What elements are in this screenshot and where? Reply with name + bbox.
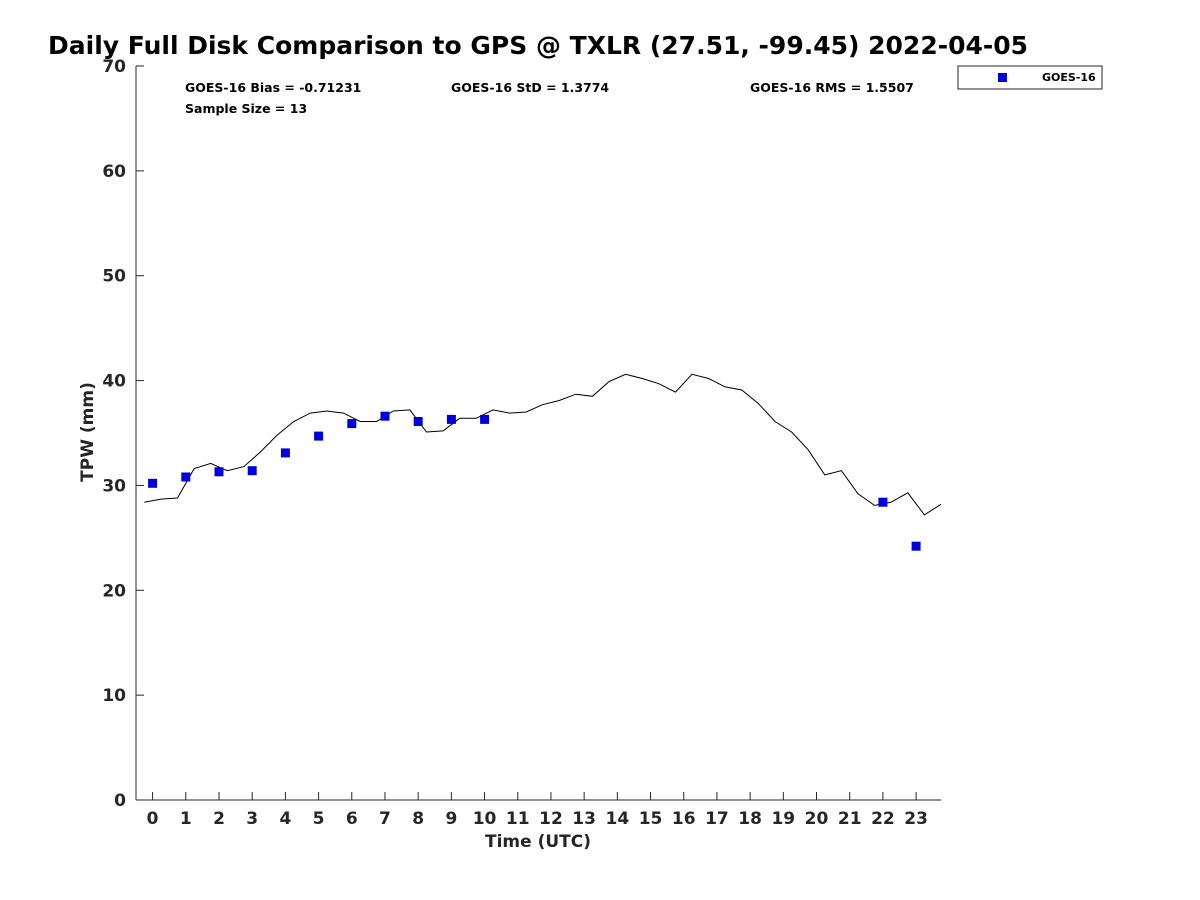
x-axis-label: Time (UTC) [485, 832, 591, 852]
legend-label-goes16: GOES-16 [1042, 71, 1096, 84]
goes16-point [214, 467, 224, 477]
x-tick-label: 17 [705, 809, 729, 829]
goes16-point [181, 472, 191, 482]
gps-series [144, 373, 942, 516]
x-tick-label: 18 [738, 809, 762, 829]
x-tick-label: 0 [147, 809, 159, 829]
y-tick-label: 0 [114, 791, 126, 811]
x-tick-label: 16 [672, 809, 696, 829]
chart-title: Daily Full Disk Comparison to GPS @ TXLR… [48, 31, 1028, 60]
y-tick-label: 20 [102, 581, 126, 601]
x-tick-label: 2 [213, 809, 225, 829]
legend: GOES-16 [957, 65, 1103, 90]
legend-marker-goes16 [998, 73, 1007, 82]
goes16-point [314, 431, 324, 441]
sample-size-annotation: Sample Size = 13 [185, 101, 307, 116]
goes16-series [148, 411, 921, 551]
x-tick-label: 12 [539, 809, 563, 829]
std-annotation: GOES-16 StD = 1.3774 [451, 80, 609, 95]
y-axis-label: TPW (mm) [78, 382, 98, 482]
goes16-point [413, 417, 423, 426]
x-tick-label: 14 [606, 809, 630, 829]
y-tick-label: 30 [102, 476, 126, 496]
goes16-point [480, 414, 490, 424]
gps-line [144, 373, 942, 516]
goes16-point [380, 411, 390, 421]
legend-box [957, 65, 1103, 90]
x-tick-label: 13 [572, 809, 596, 829]
goes16-point [446, 414, 456, 424]
x-tick-label: 5 [313, 809, 325, 829]
x-tick-label: 4 [279, 809, 291, 829]
x-tick-label: 19 [771, 809, 795, 829]
y-axis-ticks: 0 10 20 30 40 50 60 70 [102, 57, 144, 811]
y-tick-label: 50 [102, 267, 126, 287]
x-tick-label: 1 [180, 809, 192, 829]
y-tick-label: 70 [102, 57, 126, 77]
x-tick-label: 3 [246, 809, 258, 829]
x-tick-label: 22 [871, 809, 895, 829]
goes16-point [247, 466, 257, 476]
y-tick-label: 40 [102, 372, 126, 392]
x-tick-label: 23 [904, 809, 928, 829]
x-tick-label: 11 [506, 809, 530, 829]
goes16-point [347, 419, 357, 429]
x-tick-label: 6 [346, 809, 358, 829]
x-tick-label: 9 [445, 809, 457, 829]
y-tick-label: 10 [102, 686, 126, 706]
x-tick-label: 21 [838, 809, 862, 829]
x-tick-label: 20 [805, 809, 829, 829]
x-tick-label: 8 [412, 809, 424, 829]
goes16-point [878, 497, 888, 507]
x-tick-label: 15 [639, 809, 663, 829]
goes16-point [148, 478, 158, 488]
y-tick-label: 60 [102, 162, 126, 182]
x-tick-label: 10 [473, 809, 497, 829]
axes [135, 66, 941, 801]
x-tick-label: 7 [379, 809, 391, 829]
x-axis-ticks: 0 1 2 3 4 5 6 7 8 9 10 11 12 13 14 15 16 17 18 19 20 21 22 23 [147, 792, 928, 829]
goes16-point [280, 448, 290, 458]
goes16-point [911, 541, 921, 551]
rms-annotation: GOES-16 RMS = 1.5507 [750, 80, 914, 95]
bias-annotation: GOES-16 Bias = -0.71231 [185, 80, 361, 95]
